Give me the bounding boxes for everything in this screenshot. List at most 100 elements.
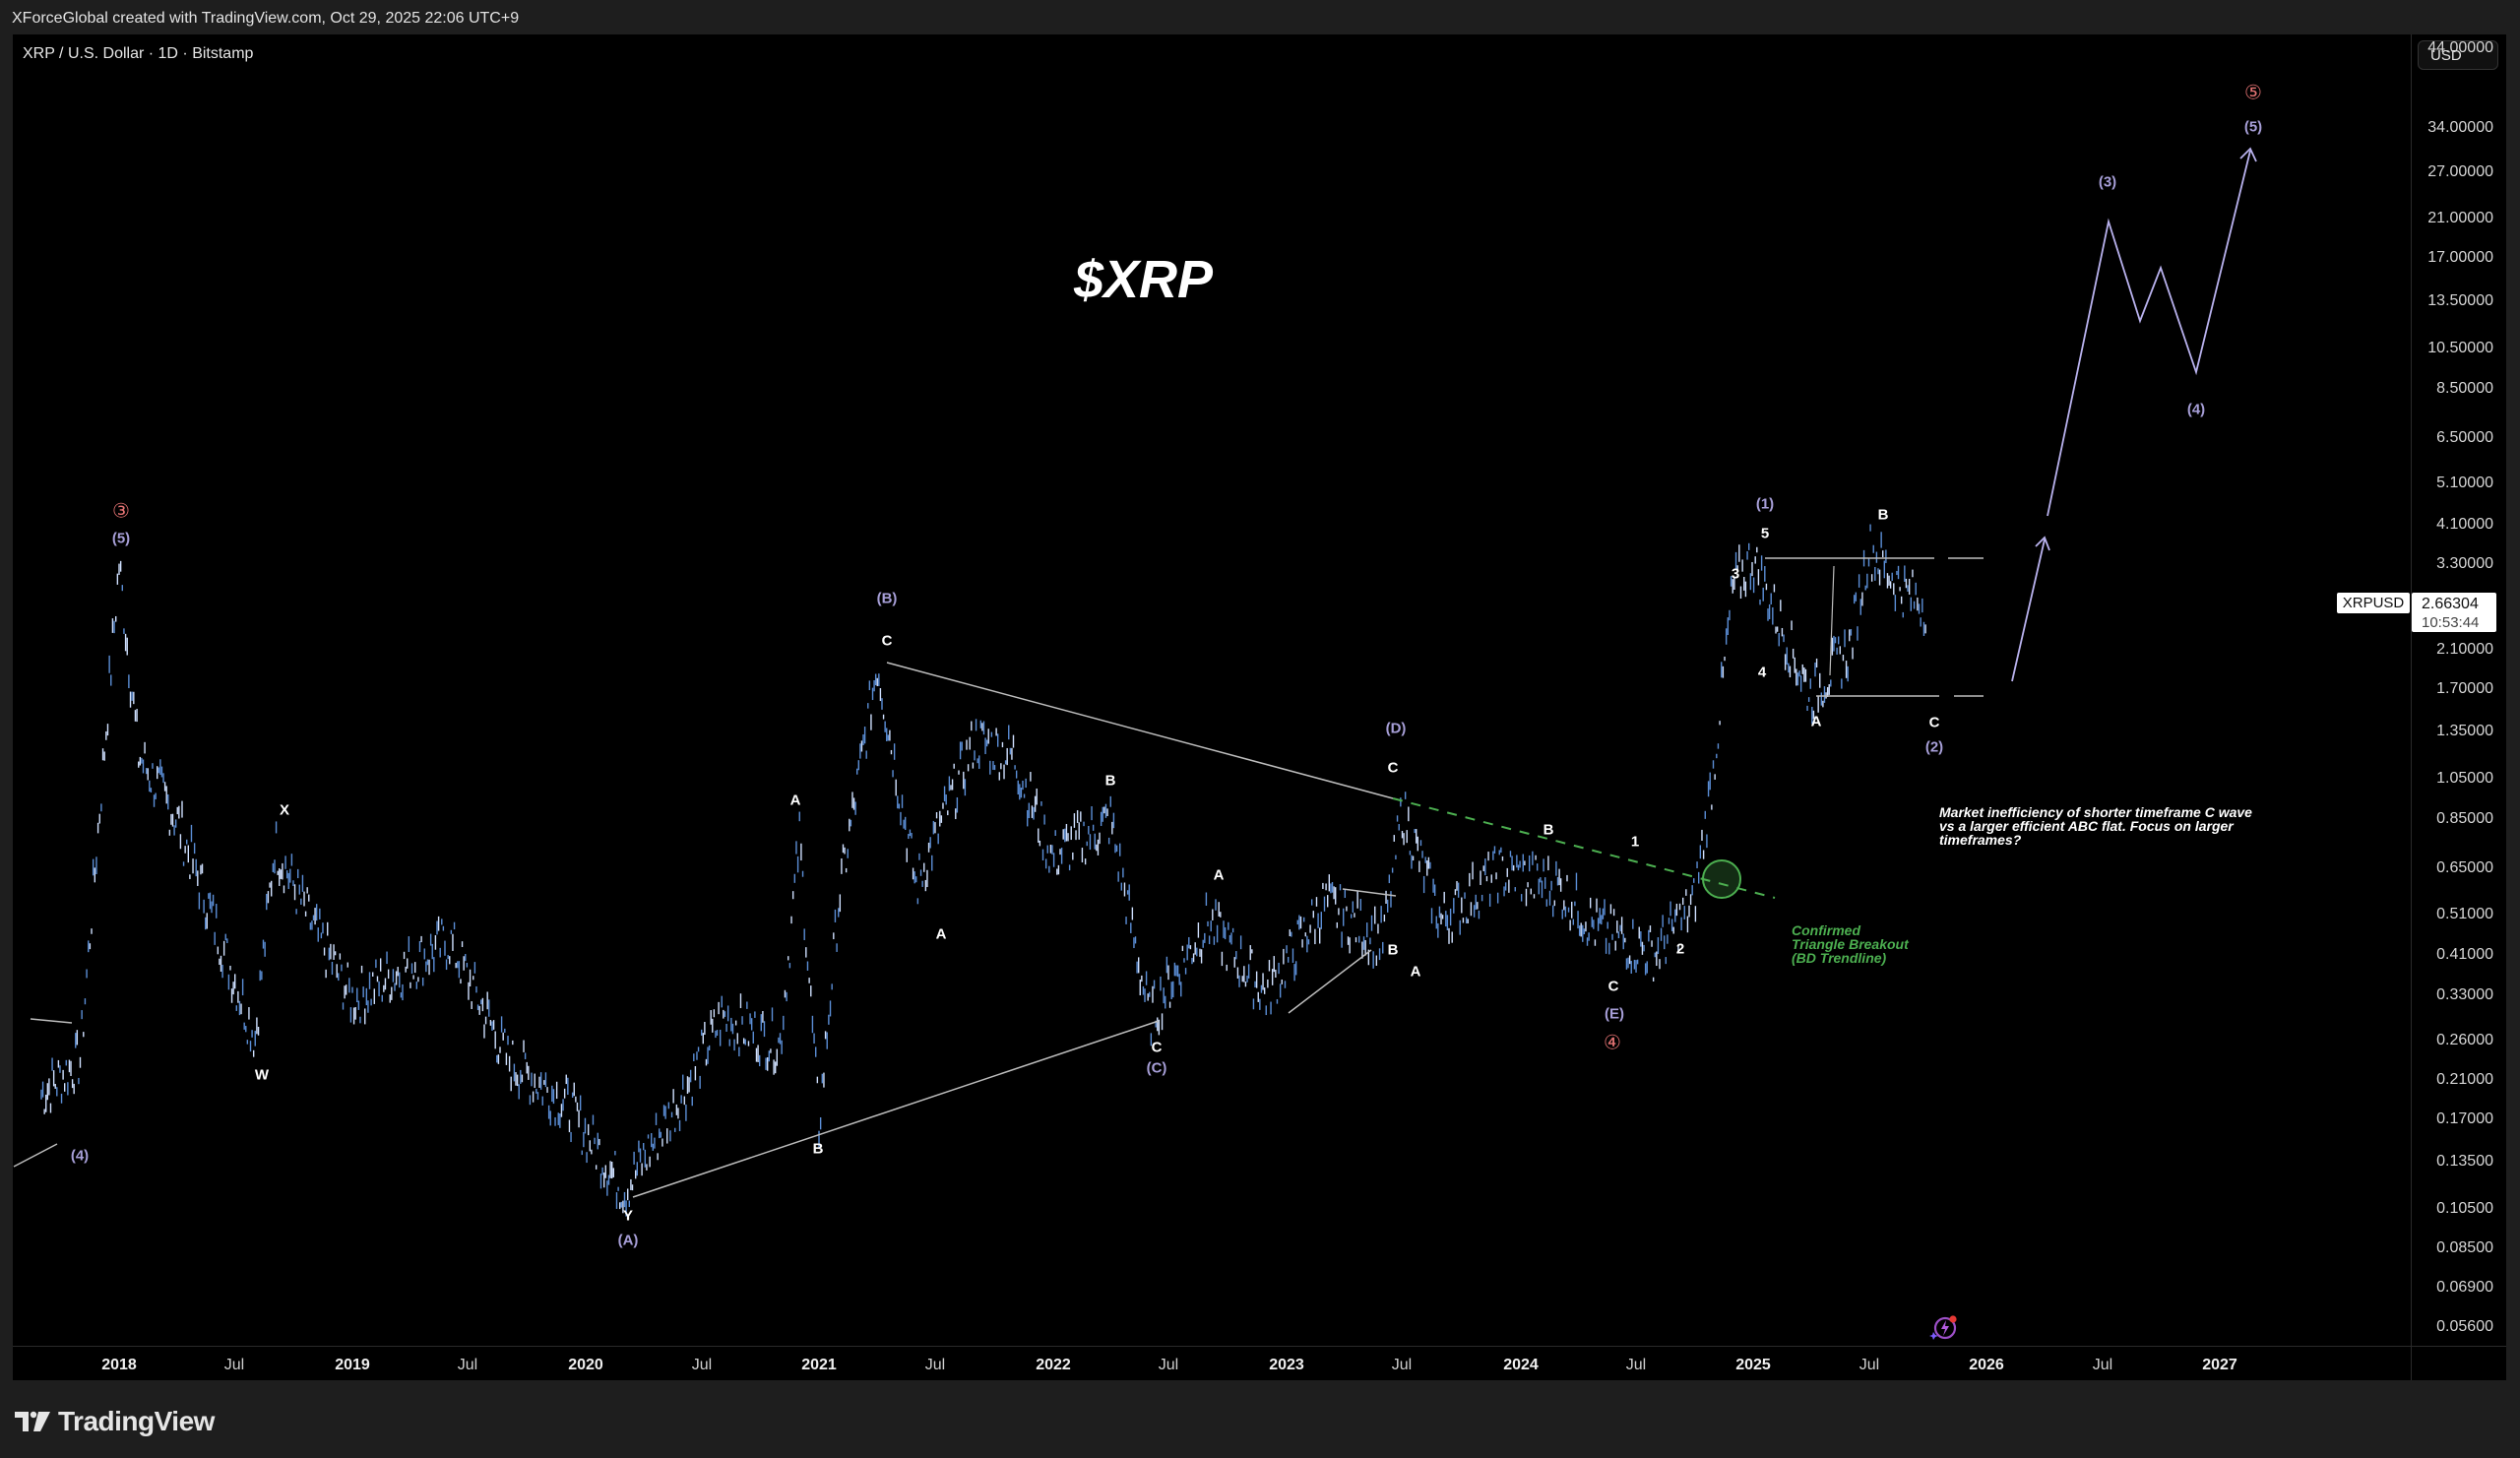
tradingview-logo[interactable]: TradingView (15, 1406, 215, 1437)
price-tick: 8.50000 (2436, 380, 2493, 397)
wave-label: W (254, 1066, 270, 1084)
time-axis[interactable]: 2018 Jul 2019 Jul 2020 Jul 2021 Jul 2022 Jul 2023 J… (13, 1346, 2506, 1381)
price-tick: 13.50000 (2427, 292, 2493, 309)
wave-label: ⑤ (2244, 82, 2262, 104)
wave-label: C (1387, 759, 1399, 777)
wave-label: ③ (112, 500, 130, 523)
wave-label: B (812, 1140, 824, 1158)
wave-label: X (279, 801, 290, 819)
wave-label: A (1213, 866, 1225, 884)
price-tick: 2.10000 (2436, 641, 2493, 658)
price-tick: 17.00000 (2427, 249, 2493, 266)
time-tick: 2026 (1969, 1357, 2004, 1373)
time-tick: Jul (1625, 1357, 1647, 1373)
time-tick: Jul (1858, 1357, 1880, 1373)
top-bar: XForceGlobal created with TradingView.co… (0, 0, 2520, 34)
price-tick: 27.00000 (2427, 163, 2493, 180)
wave-label: (C) (1146, 1059, 1167, 1077)
price-tick: 0.26000 (2436, 1032, 2493, 1048)
price-tick: 3.30000 (2436, 555, 2493, 572)
symbol-price-tag: XRPUSD (2337, 593, 2410, 613)
breakout-line-2: Triangle Breakout (1792, 936, 1909, 952)
price-tick: 0.33000 (2436, 986, 2493, 1003)
price-tick: 1.35000 (2436, 723, 2493, 739)
time-tick: 2025 (1735, 1357, 1771, 1373)
last-price-label: 2.66304 10:53:44 (2412, 593, 2496, 632)
price-tick: 0.85000 (2436, 810, 2493, 827)
price-tick: 21.00000 (2427, 210, 2493, 226)
lightning-alert-icon[interactable] (1927, 1310, 1961, 1344)
price-tick: 0.05600 (2436, 1318, 2493, 1335)
breakout-annotation: Confirmed Triangle Breakout (BD Trendlin… (1792, 923, 1909, 965)
wave-label: B (1387, 941, 1399, 959)
time-tick: Jul (691, 1357, 713, 1373)
wave-label: (E) (1605, 1005, 1624, 1023)
time-tick: 2027 (2202, 1357, 2237, 1373)
price-tick: 0.17000 (2436, 1110, 2493, 1127)
wave-label: (A) (617, 1232, 639, 1249)
wave-label: (5) (111, 530, 131, 547)
wave-label: ④ (1604, 1032, 1621, 1054)
wave-label: B (1543, 821, 1554, 839)
time-tick: 2023 (1269, 1357, 1304, 1373)
wave-label: (4) (70, 1147, 90, 1165)
price-axis[interactable]: USD 44.00000 34.00000 27.00000 21.00000 17.0… (2411, 34, 2507, 1346)
wave-label: 4 (1757, 664, 1767, 681)
brand-name: TradingView (58, 1406, 215, 1436)
time-tick: Jul (1391, 1357, 1413, 1373)
wave-label: 1 (1630, 833, 1640, 851)
price-tick: 0.08500 (2436, 1239, 2493, 1256)
wave-label: 5 (1760, 525, 1770, 542)
time-tick: 2024 (1503, 1357, 1539, 1373)
price-tick: 0.13500 (2436, 1153, 2493, 1170)
wave-label: (D) (1385, 720, 1407, 737)
currency-selector[interactable]: USD (2418, 40, 2498, 70)
price-plot[interactable] (13, 34, 2411, 1346)
bar-countdown: 10:53:44 (2422, 614, 2480, 631)
wave-label: (1) (1755, 495, 1775, 513)
time-tick: 2021 (801, 1357, 837, 1373)
price-tick: 6.50000 (2436, 429, 2493, 446)
chart-pane[interactable]: XRP / U.S. Dollar · 1D · Bitstamp $XRP ③… (13, 34, 2411, 1346)
time-tick: Jul (223, 1357, 245, 1373)
time-tick: Jul (457, 1357, 478, 1373)
price-tick: 44.00000 (2427, 39, 2493, 56)
axis-corner (2411, 1347, 2507, 1381)
breakout-circle (1702, 859, 1741, 899)
price-tick: 34.00000 (2427, 119, 2493, 136)
price-tick: 1.05000 (2436, 770, 2493, 787)
candles (40, 524, 1926, 1217)
last-price-value: 2.66304 (2422, 596, 2479, 612)
footer: TradingView (0, 1380, 2520, 1458)
annotation-note: Market inefficiency of shorter timeframe… (1939, 804, 2252, 848)
wave-label: (5) (2243, 118, 2263, 136)
wave-label: A (1410, 963, 1421, 981)
time-tick: Jul (1158, 1357, 1179, 1373)
breakout-line-3: (BD Trendline) (1792, 950, 1887, 966)
projection-path (2047, 150, 2251, 517)
breakout-line-1: Confirmed (1792, 922, 1860, 938)
time-tick: 2022 (1036, 1357, 1071, 1373)
wave-label: C (1151, 1039, 1163, 1056)
price-tick: 10.50000 (2427, 340, 2493, 356)
time-tick: 2019 (335, 1357, 370, 1373)
wave-label: (4) (2186, 401, 2206, 418)
price-tick: 1.70000 (2436, 680, 2493, 697)
symbol-title[interactable]: XRP / U.S. Dollar · 1D · Bitstamp (23, 45, 254, 62)
chart-overlay-title: $XRP (1074, 250, 1214, 309)
wave-label: C (1607, 978, 1619, 995)
wave-label: (2) (1924, 738, 1944, 756)
price-tick: 0.65000 (2436, 859, 2493, 876)
price-tick: 0.21000 (2436, 1071, 2493, 1088)
time-tick: 2018 (101, 1357, 137, 1373)
time-tick: Jul (924, 1357, 946, 1373)
chart-credit: XForceGlobal created with TradingView.co… (12, 10, 520, 27)
wave-label: A (1810, 713, 1822, 730)
wave-label: A (935, 925, 947, 943)
price-tick: 0.10500 (2436, 1200, 2493, 1217)
price-tick: 0.51000 (2436, 906, 2493, 922)
wave-label: (B) (876, 590, 898, 607)
price-tick: 0.41000 (2436, 946, 2493, 963)
price-tick: 0.06900 (2436, 1279, 2493, 1296)
time-tick: Jul (2092, 1357, 2113, 1373)
